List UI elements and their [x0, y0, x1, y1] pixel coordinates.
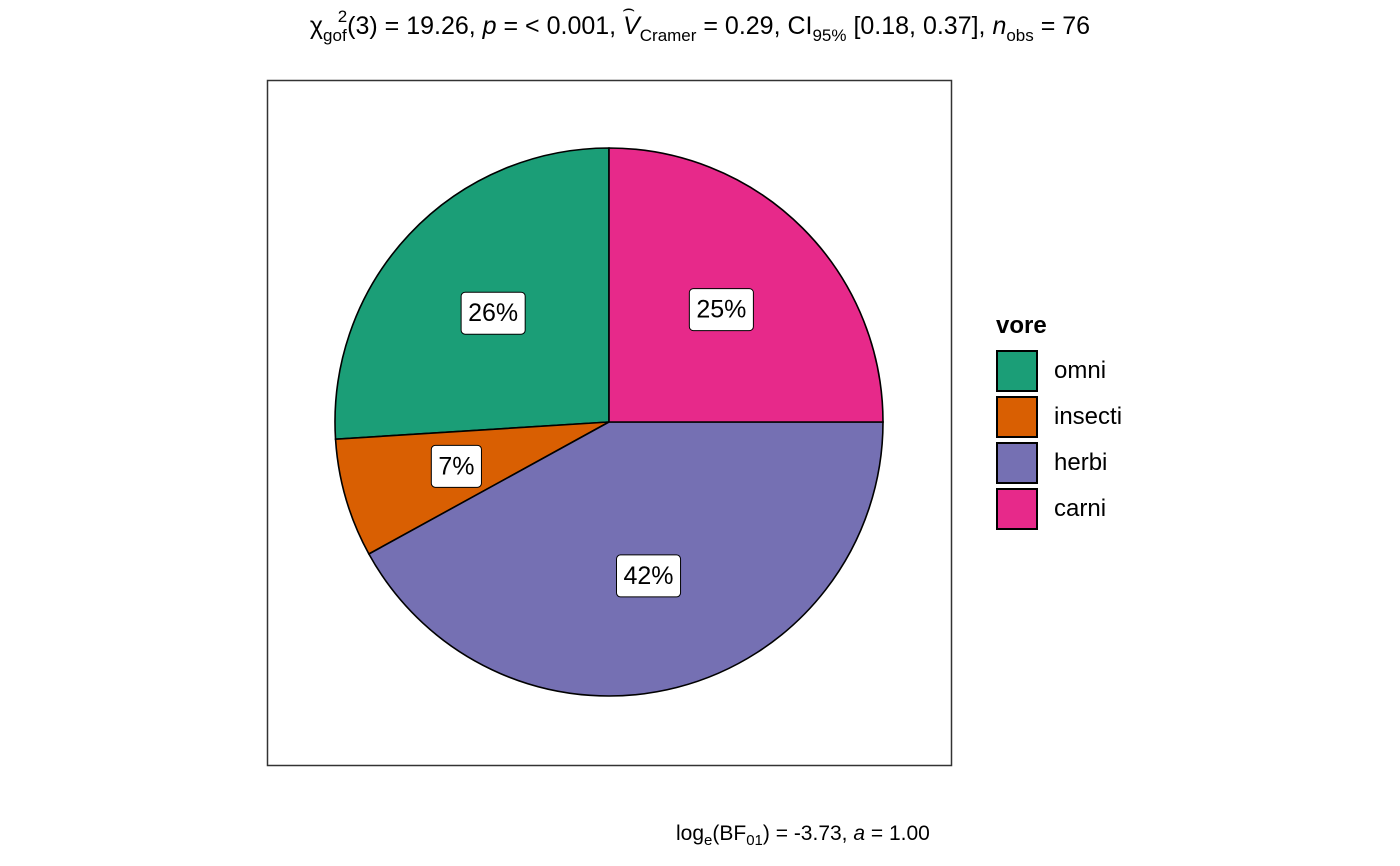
slice-label-carni: 25%	[688, 288, 754, 332]
slice-label-box	[430, 444, 482, 488]
slice-label-omni: 26%	[460, 291, 526, 335]
legend-item-carni: carni	[996, 486, 1122, 532]
legend-key	[996, 350, 1038, 392]
pie-slices	[334, 147, 884, 697]
pie-slice-carni	[608, 147, 884, 423]
slice-label-box	[688, 288, 754, 332]
slice-label-text: 25%	[696, 296, 746, 324]
pie-slice-insecti	[334, 421, 610, 556]
legend: vore omni insecti herbi carni	[996, 312, 1122, 532]
legend-key	[996, 442, 1038, 484]
legend-items: omni insecti herbi carni	[996, 348, 1122, 532]
slice-label-box	[460, 291, 526, 335]
chart-subtitle: χgof2(3) = 19.26, p = < 0.001, ⌢ VCramer …	[309, 0, 1091, 45]
slice-label-text: 26%	[468, 299, 518, 327]
legend-label: herbi	[1054, 449, 1108, 476]
slice-label-insecti: 7%	[430, 444, 482, 488]
legend-label: insecti	[1054, 403, 1123, 430]
slice-label-box	[615, 554, 682, 598]
slice-label-herbi: 42%	[615, 554, 682, 598]
legend-item-insecti: insecti	[996, 394, 1122, 440]
slice-label-text: 7%	[438, 452, 474, 480]
legend-item-omni: omni	[996, 348, 1122, 394]
legend-title: vore	[996, 312, 1047, 339]
legend-key	[996, 488, 1038, 530]
legend-item-herbi: herbi	[996, 440, 1122, 486]
legend-label: omni	[1054, 357, 1107, 384]
slice-label-text: 42%	[623, 562, 673, 590]
legend-label: carni	[1054, 495, 1107, 522]
legend-key	[996, 396, 1038, 438]
slice-labels: 26% 7% 42% 25%	[430, 288, 754, 598]
chart-caption: loge(BF01) = -3.73, a = 1.00	[676, 822, 930, 849]
